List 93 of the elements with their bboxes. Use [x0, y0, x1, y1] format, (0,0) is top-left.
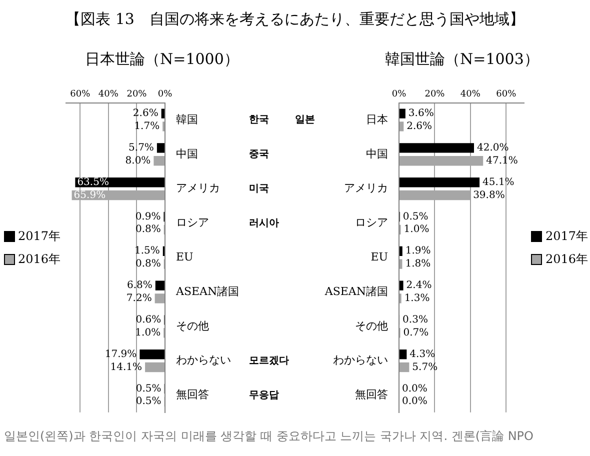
- y-tick-label: その他: [355, 319, 388, 332]
- y2-tick-label: 무응답: [249, 390, 279, 401]
- data-label: 1.9%: [405, 246, 431, 257]
- data-label: 7.2%: [126, 293, 152, 304]
- bar: [400, 350, 407, 360]
- y-tick-label: 中国: [366, 147, 388, 160]
- data-label: 1.5%: [134, 246, 160, 257]
- x-tick-label: 40%: [460, 90, 481, 100]
- y-tick-label: アメリカ: [344, 182, 388, 195]
- y2-tick-label: 모르겠다: [249, 355, 289, 366]
- legend-label: 2016年: [545, 251, 588, 268]
- data-label: 2.6%: [406, 121, 432, 132]
- x-tick-label: 60%: [70, 90, 91, 100]
- data-label: 0.3%: [402, 314, 428, 326]
- bar: [154, 294, 164, 304]
- data-label: 1.0%: [404, 224, 430, 236]
- data-label: 2.4%: [406, 280, 432, 292]
- data-label: 4.3%: [410, 348, 436, 360]
- data-label: 0.9%: [135, 211, 161, 222]
- y2-tick-label: 한국: [249, 114, 269, 126]
- y2-tick-label: 러시아: [249, 218, 279, 229]
- y-tick-label: 日本: [366, 112, 388, 126]
- legend-label: 2017年: [545, 228, 588, 245]
- y-tick-label: わからない: [176, 354, 231, 367]
- y2-tick-label: 중국: [249, 148, 269, 160]
- bar: [145, 362, 164, 372]
- bar: [400, 259, 402, 269]
- text: 일본인(왼쪽)과 한국인이 자국의 미래를 생각할 때 중요하다고 느끼는 국가나 지역. 겐론(言論 NPO: [4, 428, 534, 445]
- y-tick-label: ASEAN諸国: [175, 284, 240, 298]
- data-label: 5.7%: [412, 362, 438, 373]
- y-tick-label: EU: [370, 250, 388, 264]
- bar: [154, 156, 164, 166]
- y2-tick-label: 일본: [295, 114, 315, 126]
- data-label: 1.0%: [135, 327, 161, 338]
- data-label: 47.1%: [486, 155, 518, 166]
- y-tick-label: EU: [176, 250, 194, 264]
- y-tick-label: ロシア: [355, 216, 388, 230]
- data-label: 0.7%: [403, 327, 429, 338]
- x-tick-label: 60%: [496, 90, 517, 100]
- data-label: 0.0%: [402, 383, 428, 394]
- bar: [156, 143, 164, 153]
- chart-subtitle: 日本世論（N=1000）: [85, 50, 239, 69]
- data-label: 14.1%: [110, 362, 142, 373]
- bar: [400, 108, 406, 118]
- x-tick-label: 20%: [126, 90, 148, 100]
- data-label: 17.9%: [104, 348, 137, 360]
- data-label: 1.7%: [134, 121, 160, 132]
- y-tick-label: わからない: [333, 354, 388, 367]
- data-label: 0.6%: [136, 314, 162, 326]
- legend-label: 2017年: [18, 228, 61, 245]
- bar: [400, 143, 474, 153]
- data-label: 0.5%: [136, 383, 162, 394]
- y-tick-label: 無回答: [355, 388, 388, 402]
- x-tick-label: 0%: [158, 90, 173, 100]
- y-tick-label: その他: [176, 319, 209, 332]
- data-label: 45.1%: [482, 176, 514, 188]
- bar: [155, 280, 164, 290]
- y-tick-label: 無回答: [176, 388, 209, 402]
- bar: [400, 178, 480, 188]
- data-label: 63.5%: [77, 176, 109, 188]
- y-tick-label: アメリカ: [176, 182, 220, 195]
- bar: [400, 362, 410, 372]
- y-tick-label: ロシア: [176, 216, 209, 230]
- data-label: 2.6%: [132, 108, 158, 120]
- x-tick-label: 40%: [98, 90, 119, 100]
- bar: [400, 246, 402, 256]
- data-label: 0.8%: [135, 258, 161, 270]
- data-label: 5.7%: [128, 142, 154, 154]
- data-label: 39.8%: [473, 190, 505, 201]
- data-label: 65.9%: [74, 190, 106, 201]
- bar: [140, 350, 164, 360]
- data-label: 6.8%: [126, 280, 152, 292]
- data-label: 0.5%: [136, 396, 162, 408]
- data-label: 0.5%: [402, 211, 428, 222]
- chart-subtitle: 韓国世論（N=1003）: [385, 50, 539, 69]
- x-tick-label: 0%: [392, 90, 407, 100]
- y-tick-label: 韓国: [176, 112, 198, 126]
- bar: [400, 122, 404, 132]
- data-label: 3.6%: [408, 108, 434, 120]
- data-label: 0.8%: [135, 224, 161, 236]
- y-tick-label: ASEAN諸国: [324, 284, 388, 298]
- bar: [400, 280, 404, 290]
- data-label: 42.0%: [477, 142, 509, 154]
- legend-label: 2016年: [18, 251, 61, 268]
- y2-tick-label: 미국: [249, 183, 269, 194]
- data-label: 1.3%: [404, 293, 430, 304]
- data-label: 0.0%: [402, 396, 428, 408]
- data-label: 8.0%: [125, 155, 151, 166]
- data-label: 1.8%: [405, 258, 431, 270]
- bar: [161, 108, 164, 118]
- x-tick-label: 20%: [424, 90, 446, 100]
- text: 【図表 13 自国の将来を考えるにあたり、重要だと思う国や地域】: [64, 10, 526, 29]
- y-tick-label: 中国: [176, 147, 198, 160]
